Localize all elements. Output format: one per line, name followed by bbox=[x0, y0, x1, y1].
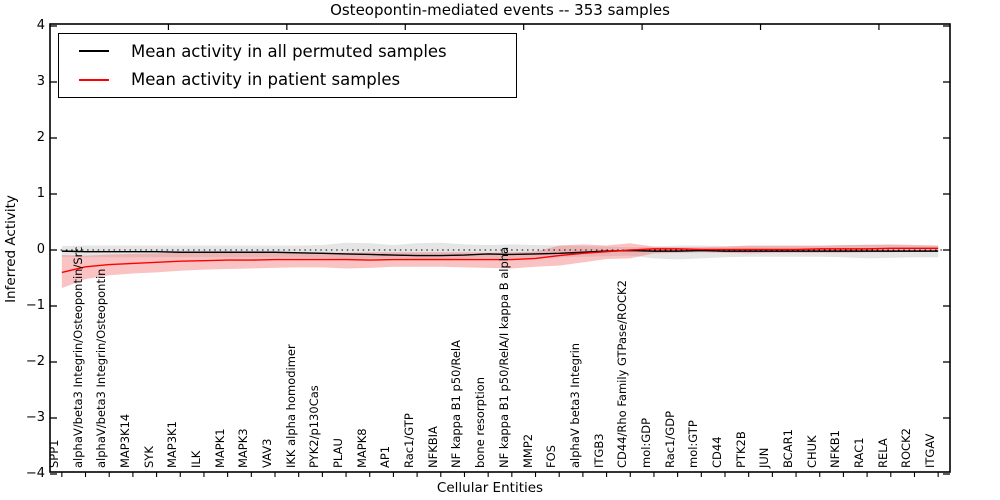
y-tick-label: −2 bbox=[25, 354, 45, 369]
legend-entry-permuted: Mean activity in all permuted samples bbox=[67, 38, 508, 64]
x-tick-label: NF kappa B1 p50/RelA/I kappa B alpha bbox=[496, 246, 511, 468]
x-tick-label: mol:GDP bbox=[638, 417, 653, 468]
x-tick-label: alphaV/beta3 Integrin/Osteopontin/Src bbox=[70, 246, 85, 468]
x-tick-label: RELA bbox=[875, 438, 890, 468]
x-tick-label: bone resorption bbox=[473, 377, 488, 468]
x-tick-label: alphaV/beta3 Integrin/Osteopontin bbox=[94, 268, 109, 468]
x-tick-label: PYK2/p130Cas bbox=[307, 385, 322, 468]
x-tick-label: PTK2B bbox=[733, 431, 748, 468]
x-tick-label: MAP3K1 bbox=[165, 421, 180, 468]
x-tick-label: ITGB3 bbox=[591, 433, 606, 468]
legend-entry-patient: Mean activity in patient samples bbox=[67, 67, 508, 93]
x-tick-label: ROCK2 bbox=[899, 428, 914, 468]
x-tick-label: PLAU bbox=[331, 438, 346, 468]
x-tick-label: NFKBIA bbox=[425, 426, 440, 468]
x-tick-label: NFKB1 bbox=[828, 430, 843, 468]
x-tick-label: MAPK8 bbox=[354, 428, 369, 468]
legend-label: Mean activity in patient samples bbox=[131, 70, 401, 90]
x-tick-label: FOS bbox=[544, 445, 559, 468]
y-tick-label: 1 bbox=[36, 186, 45, 201]
y-tick-label: −3 bbox=[25, 410, 45, 425]
y-tick-label: 2 bbox=[36, 130, 45, 145]
x-tick-label: MMP2 bbox=[520, 433, 535, 468]
x-tick-label: JUN bbox=[757, 447, 772, 468]
x-tick-label: mol:GTP bbox=[686, 420, 701, 468]
x-tick-label: AP1 bbox=[378, 445, 393, 468]
y-tick-label: 0 bbox=[36, 242, 45, 257]
x-tick-label: RAC1 bbox=[852, 437, 867, 468]
x-tick-label: MAPK1 bbox=[212, 428, 227, 468]
y-tick-label: −4 bbox=[25, 466, 45, 481]
x-tick-label: SPP1 bbox=[46, 439, 61, 469]
chart-title: Osteopontin-mediated events -- 353 sampl… bbox=[330, 1, 670, 19]
legend-label: Mean activity in all permuted samples bbox=[131, 41, 447, 61]
permuted-line-swatch bbox=[79, 50, 109, 53]
patient-line-swatch bbox=[79, 78, 109, 81]
x-tick-label: CHUK bbox=[804, 435, 819, 468]
x-tick-label: MAP3K14 bbox=[117, 413, 132, 468]
x-tick-label: MAPK3 bbox=[236, 428, 251, 468]
y-tick-label: 4 bbox=[36, 18, 45, 33]
x-tick-label: SYK bbox=[141, 446, 156, 468]
x-tick-label: ITGAV bbox=[923, 433, 938, 468]
x-axis-label: Cellular Entities bbox=[436, 480, 544, 496]
y-tick-label: 3 bbox=[36, 74, 45, 89]
x-tick-label: NF kappa B1 p50/RelA bbox=[449, 340, 464, 468]
x-tick-label: Rac1/GTP bbox=[402, 413, 417, 468]
x-tick-label: CD44/Rho Family GTPase/ROCK2 bbox=[615, 280, 630, 468]
x-tick-label: VAV3 bbox=[260, 438, 274, 468]
y-tick-label: −1 bbox=[25, 298, 45, 313]
x-tick-label: BCAR1 bbox=[781, 429, 796, 468]
x-tick-label: CD44 bbox=[710, 436, 724, 468]
x-tick-label: IKK alpha homodimer bbox=[283, 344, 298, 468]
x-tick-label: Rac1/GDP bbox=[662, 410, 677, 468]
x-tick-label: ILK bbox=[188, 450, 203, 468]
legend: Mean activity in all permuted samples Me… bbox=[58, 33, 517, 98]
x-tick-label: alphaV beta3 Integrin bbox=[567, 342, 582, 468]
